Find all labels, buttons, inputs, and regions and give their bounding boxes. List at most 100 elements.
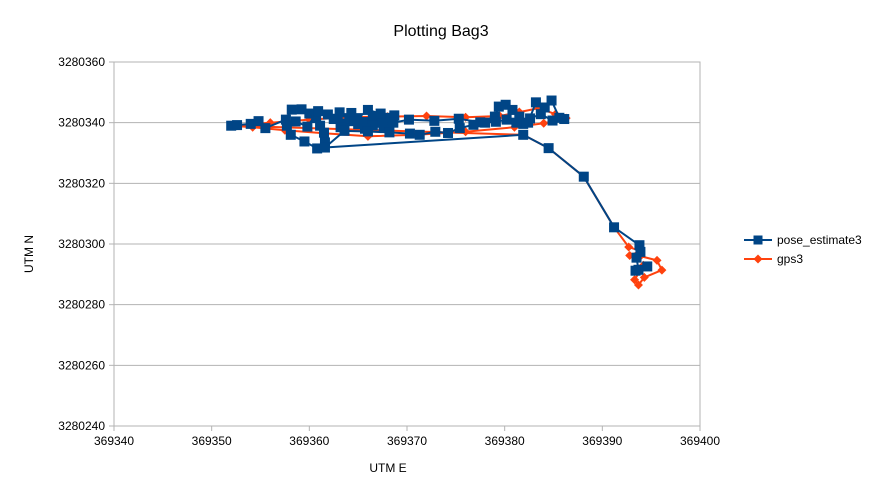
- pose_estimate3-point: [302, 121, 313, 132]
- x-axis-title: UTM E: [369, 461, 406, 475]
- pose_estimate3-point: [631, 252, 642, 263]
- pose_estimate3-point: [546, 95, 557, 106]
- x-tick-label: 369370: [387, 434, 427, 448]
- pose_estimate3-point: [414, 129, 425, 140]
- pose_estimate3-point: [319, 142, 330, 153]
- pose_estimate3-point: [362, 104, 373, 115]
- gps3-point: [652, 255, 662, 265]
- pose_estimate3-point: [634, 240, 645, 251]
- gps3-point: [657, 265, 667, 275]
- pose_estimate3-point: [404, 128, 415, 139]
- pose_estimate3-point: [312, 143, 323, 154]
- x-tick-label: 369400: [680, 434, 720, 448]
- pose_estimate3-point: [430, 126, 441, 137]
- pose_estimate3-point: [578, 171, 589, 182]
- pose_estimate3-point: [507, 104, 518, 115]
- pose_estimate3-point: [280, 114, 291, 125]
- legend-label: pose_estimate3: [777, 233, 862, 247]
- pose_estimate3-point: [299, 136, 310, 147]
- pose_estimate3-point: [226, 120, 237, 131]
- pose_estimate3-point: [328, 114, 339, 125]
- gps3-point: [539, 118, 549, 128]
- pose_estimate3-point: [635, 246, 646, 257]
- series-layer: [226, 95, 667, 290]
- pose_estimate3-point: [429, 115, 440, 126]
- chart-title: Plotting Bag3: [393, 23, 488, 40]
- pose_estimate3-point: [311, 113, 322, 124]
- pose_estimate3-point: [559, 114, 570, 125]
- pose_estimate3-point: [530, 97, 541, 108]
- legend: pose_estimate3 gps3: [744, 233, 862, 266]
- pose_estimate3-point: [490, 116, 501, 127]
- gps3-point: [422, 111, 432, 121]
- y-tick-label: 3280260: [58, 358, 105, 372]
- pose_estimate3-point: [630, 265, 641, 276]
- pose_estimate3-point: [318, 127, 329, 138]
- x-tick-label: 369350: [192, 434, 232, 448]
- legend-label: gps3: [777, 252, 803, 266]
- pose_estimate3-point: [304, 108, 315, 119]
- pose_estimate3-point: [403, 114, 414, 125]
- y-tick-label: 3280320: [58, 176, 105, 190]
- pose_estimate3-point: [511, 117, 522, 128]
- series-pose_estimate3: [226, 95, 653, 276]
- pose_estimate3-point: [290, 116, 301, 127]
- pose_estimate3-point: [315, 120, 326, 131]
- pose_estimate3-point: [319, 137, 330, 148]
- y-axis-title: UTM N: [22, 235, 36, 273]
- x-tick-label: 369360: [289, 434, 329, 448]
- legend-marker: [753, 254, 763, 264]
- y-tick-label: 3280360: [58, 55, 105, 69]
- pose_estimate3-point: [535, 109, 546, 120]
- pose_estimate3-point: [362, 126, 373, 137]
- pose_estimate3-point: [443, 127, 454, 138]
- pose_estimate3-point: [245, 118, 256, 129]
- x-tick-label: 369390: [582, 434, 622, 448]
- pose_estimate3-point: [642, 261, 653, 272]
- pose_estimate3-point: [286, 104, 297, 115]
- pose_estimate3-point: [525, 113, 536, 124]
- pose_estimate3-point: [360, 117, 371, 128]
- pose_estimate3-point: [489, 111, 500, 122]
- pose_estimate3-point: [539, 102, 550, 113]
- x-tick-label: 369380: [485, 434, 525, 448]
- y-tick-label: 3280300: [58, 237, 105, 251]
- gps3-point: [630, 275, 640, 285]
- pose_estimate3-point: [322, 109, 333, 120]
- legend-item-gps3: gps3: [744, 252, 803, 266]
- pose_estimate3-point: [232, 120, 243, 131]
- pose_estimate3-point: [376, 117, 387, 128]
- pose_estimate3-point: [296, 104, 307, 115]
- gps3-point: [624, 242, 634, 252]
- pose_estimate3-point: [514, 111, 525, 122]
- pose_estimate3-point: [349, 116, 360, 127]
- legend-marker: [753, 235, 763, 245]
- pose_estimate3-point: [518, 129, 529, 140]
- pose_estimate3-point: [260, 123, 271, 134]
- pose_estimate3-point: [253, 116, 264, 127]
- pose_estimate3-point: [480, 117, 491, 128]
- pose_estimate3-point: [339, 125, 350, 136]
- pose_estimate3-point: [454, 123, 465, 134]
- pose_estimate3-point: [334, 107, 345, 118]
- axis-ticks: 3280240 3280260 3280280 3280300 3280320 32803…: [58, 55, 720, 448]
- pose_estimate3-point: [501, 114, 512, 125]
- y-tick-label: 3280240: [58, 419, 105, 433]
- pose_estimate3-point: [518, 118, 529, 129]
- pose_estimate3-point: [285, 129, 296, 140]
- gps3-point: [461, 127, 471, 137]
- pose_estimate3-point: [367, 111, 378, 122]
- y-tick-label: 3280280: [58, 298, 105, 312]
- pose_estimate3-point: [375, 108, 386, 119]
- pose_estimate3-point: [313, 106, 324, 117]
- pose_estimate3-point: [388, 117, 399, 128]
- pose_estimate3-point: [346, 107, 357, 118]
- legend-item-pose_estimate3: pose_estimate3: [744, 233, 862, 247]
- gps3-point: [633, 280, 643, 290]
- pose_estimate3-point: [493, 101, 504, 112]
- y-tick-label: 3280340: [58, 116, 105, 130]
- pose_estimate3-point: [500, 99, 511, 110]
- pose_estimate3-point: [547, 115, 558, 126]
